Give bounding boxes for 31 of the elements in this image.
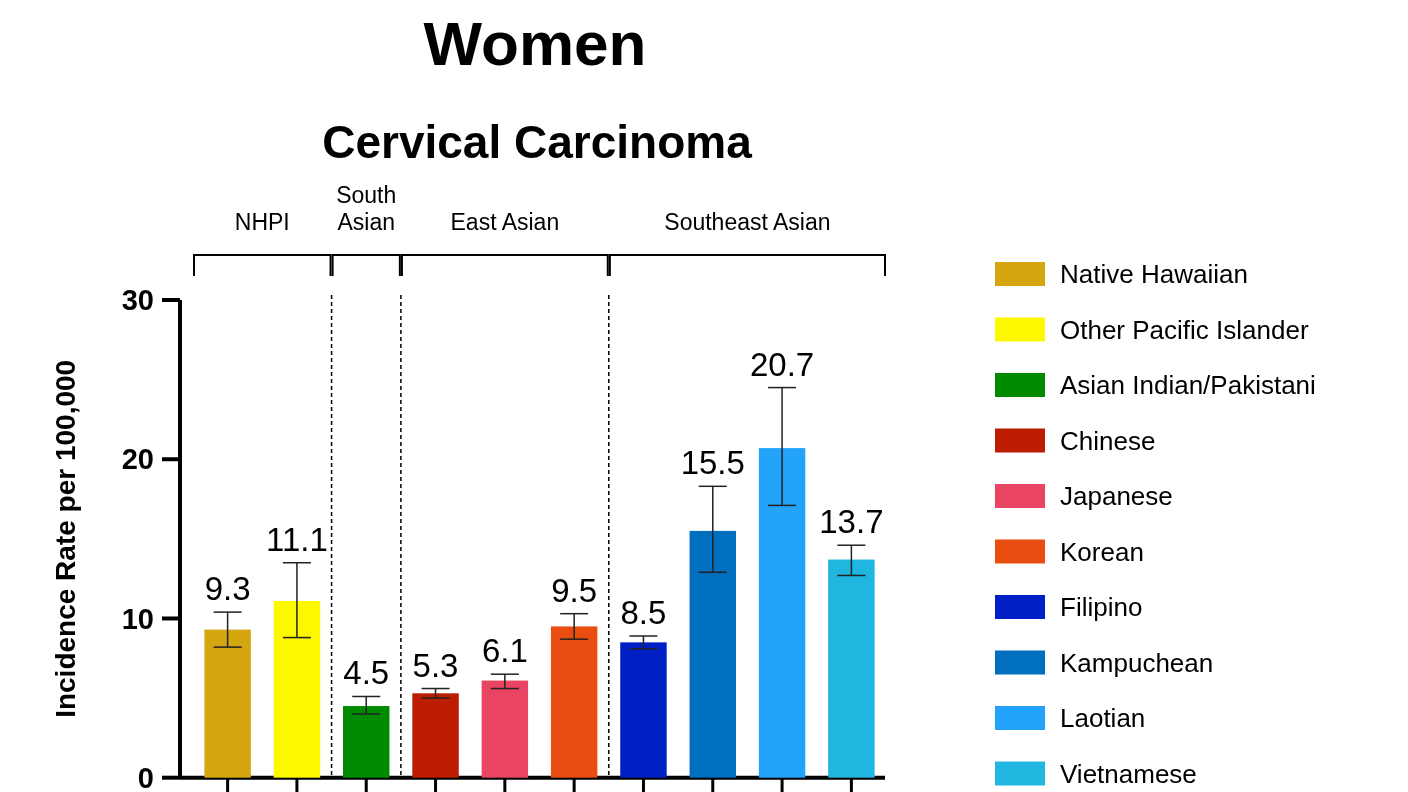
chart-subtitle: Cervical Carcinoma: [322, 116, 753, 168]
legend-label: Native Hawaiian: [1060, 259, 1248, 290]
y-tick-label: 30: [121, 284, 154, 317]
data-label: 5.3: [412, 646, 459, 684]
data-label: 9.3: [204, 570, 251, 608]
text: Southeast Asian: [664, 209, 831, 235]
legend-label: Japanese: [1060, 481, 1173, 512]
legend-label: Kampuchean: [1060, 647, 1214, 678]
data-label: 11.1: [266, 520, 328, 558]
legend-label: Vietnamese: [1060, 758, 1197, 789]
legend-label: Filipino: [1060, 592, 1143, 623]
chart-title: Women: [423, 9, 647, 78]
data-label: 20.7: [749, 345, 815, 383]
y-axis-title: Incidence Rate per 100,000: [50, 359, 81, 718]
legend-label: Korean: [1060, 536, 1144, 567]
text: South Asian: [336, 182, 397, 235]
legend-label: Chinese: [1060, 425, 1156, 456]
y-tick-label: 20: [121, 443, 154, 476]
data-label: 13.7: [819, 503, 884, 541]
text: NHPI: [234, 209, 290, 235]
y-tick-label: 10: [121, 602, 154, 635]
data-label: 4.5: [343, 654, 390, 692]
data-label: 6.1: [481, 632, 528, 670]
data-label: 8.5: [620, 593, 667, 631]
legend-label: Other Pacific Islander: [1060, 314, 1309, 345]
legend-label: Asian Indian/Pakistani: [1060, 370, 1316, 401]
y-tick-label: 0: [137, 761, 154, 792]
data-label: 15.5: [680, 444, 745, 482]
data-label: 9.5: [551, 571, 598, 609]
text: East Asian: [450, 209, 560, 235]
legend-label: Laotian: [1060, 703, 1146, 734]
